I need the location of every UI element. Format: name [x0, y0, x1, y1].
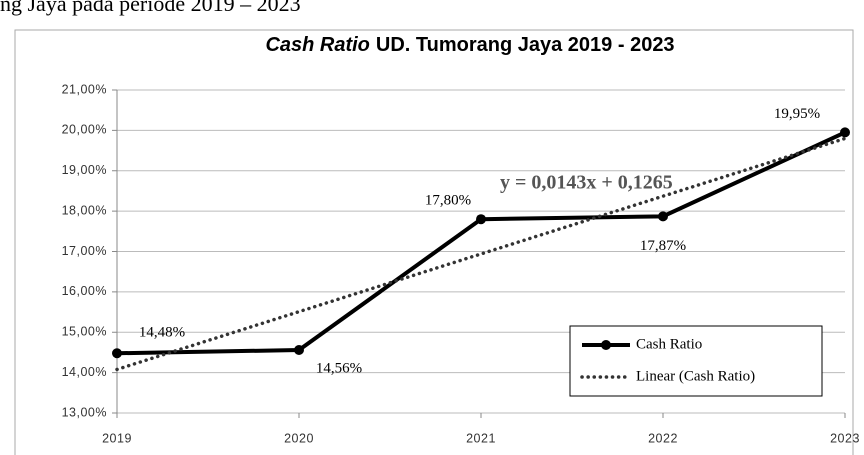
- y-tick-label: 13,00%: [62, 405, 107, 419]
- marker: [840, 127, 850, 138]
- title-rest: UD. Tumorang Jaya 2019 - 2023: [376, 34, 675, 56]
- chart-title: Cash Ratio UD. Tumorang Jaya 2019 - 2023: [265, 34, 674, 56]
- marker: [294, 345, 304, 356]
- legend-label: Cash Ratio: [636, 336, 702, 352]
- caption: ng Jaya pada periode 2019 – 2023: [0, 0, 301, 16]
- legend-label: Linear (Cash Ratio): [636, 368, 755, 384]
- data-label: 17,87%: [640, 238, 686, 254]
- series-line: [116, 130, 846, 356]
- x-tick-label: 2022: [648, 431, 678, 445]
- y-tick-label: 14,00%: [62, 365, 107, 379]
- chart-frame: [14, 29, 854, 455]
- trend-equation: y = 0,0143x + 0,1265: [500, 172, 673, 194]
- legend-box: [569, 325, 823, 397]
- title-emphasis: Cash Ratio: [265, 34, 369, 56]
- marker: [476, 214, 486, 225]
- data-label: 14,56%: [316, 360, 362, 376]
- x-tick-label: 2019: [102, 431, 132, 445]
- trend-line: [115, 136, 847, 372]
- x-tick-label: 2023: [830, 431, 860, 445]
- data-label: 19,95%: [774, 106, 820, 122]
- y-tick-label: 16,00%: [62, 284, 107, 298]
- data-label: 14,48%: [139, 325, 185, 341]
- y-tick-label: 19,00%: [62, 163, 107, 177]
- y-tick-label: 18,00%: [62, 203, 107, 217]
- y-tick-label: 21,00%: [62, 82, 107, 96]
- legend-marker: [601, 340, 611, 350]
- data-label: 17,80%: [425, 193, 471, 209]
- y-tick-label: 17,00%: [62, 244, 107, 258]
- y-tick-label: 20,00%: [62, 123, 107, 137]
- marker: [112, 348, 122, 359]
- x-tick-label: 2021: [466, 431, 496, 445]
- y-tick-label: 15,00%: [62, 325, 107, 339]
- marker: [658, 211, 668, 222]
- x-tick-label: 2020: [284, 431, 314, 445]
